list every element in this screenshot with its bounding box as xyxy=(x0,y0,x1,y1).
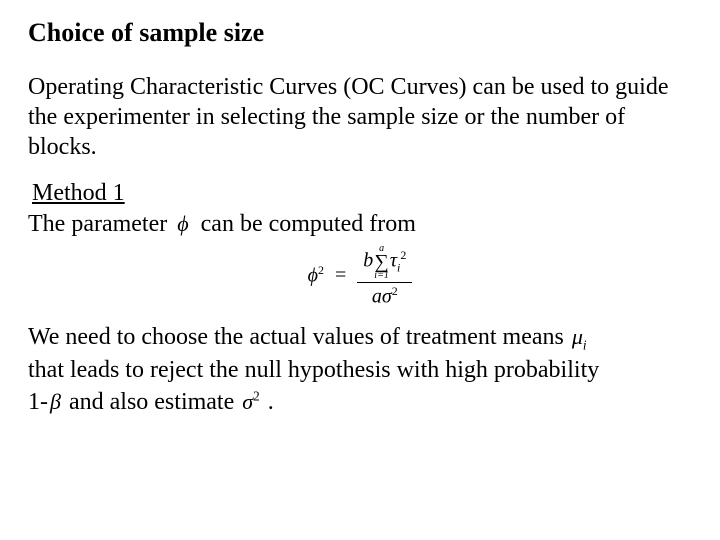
formula-container: ϕ2 = b a ∑ i=1 τi2 aσ2 xyxy=(28,244,692,307)
formula-lhs: ϕ2 xyxy=(308,263,324,288)
tau-exp: 2 xyxy=(400,248,406,262)
closing-paragraph: We need to choose the actual values of t… xyxy=(28,321,692,419)
summation: a ∑ i=1 xyxy=(374,244,389,280)
tau-base: τ xyxy=(390,250,397,272)
one-minus: 1- xyxy=(28,389,48,415)
den-sigma: σ xyxy=(382,286,392,308)
sigma-icon: ∑ xyxy=(374,253,389,271)
intro-paragraph: Operating Characteristic Curves (OC Curv… xyxy=(28,72,692,162)
num-coeff: b xyxy=(363,250,373,272)
param-post-text: can be computed from xyxy=(201,211,416,237)
slide-title: Choice of sample size xyxy=(28,18,692,48)
mu-i-symbol: μi xyxy=(570,324,589,349)
para2-end: . xyxy=(262,389,274,415)
sum-lower: i=1 xyxy=(374,271,389,280)
para2-a: We need to choose the actual values of t… xyxy=(28,324,570,350)
den-coeff: a xyxy=(372,286,382,308)
den-exp: 2 xyxy=(392,284,398,298)
phi-squared-formula: ϕ2 = b a ∑ i=1 τi2 aσ2 xyxy=(308,244,413,307)
equals-sign: = xyxy=(329,264,352,287)
method-heading: Method 1 xyxy=(32,180,692,207)
phi-symbol: ϕ xyxy=(173,211,194,236)
tau-sub: i xyxy=(397,261,400,275)
numerator: b a ∑ i=1 τi2 xyxy=(357,244,412,283)
sigma-squared-symbol: σ2 xyxy=(240,389,261,414)
beta-symbol: β xyxy=(48,389,63,414)
param-pre-text: The parameter xyxy=(28,211,167,237)
mu-sub: i xyxy=(583,337,587,352)
sigma-base: σ xyxy=(242,389,253,414)
para2-b: that leads to reject the null hypothesis… xyxy=(28,357,599,383)
para2-c-mid: and also estimate xyxy=(63,389,240,415)
lhs-exp: 2 xyxy=(318,263,324,277)
mu-base: μ xyxy=(572,324,583,349)
lhs-base: ϕ xyxy=(308,265,318,287)
sigma-exp: 2 xyxy=(253,389,260,404)
parameter-line: The parameter ϕ can be computed from xyxy=(28,211,692,238)
fraction: b a ∑ i=1 τi2 aσ2 xyxy=(357,244,412,307)
denominator: aσ2 xyxy=(357,283,412,307)
slide-container: Choice of sample size Operating Characte… xyxy=(0,0,720,540)
